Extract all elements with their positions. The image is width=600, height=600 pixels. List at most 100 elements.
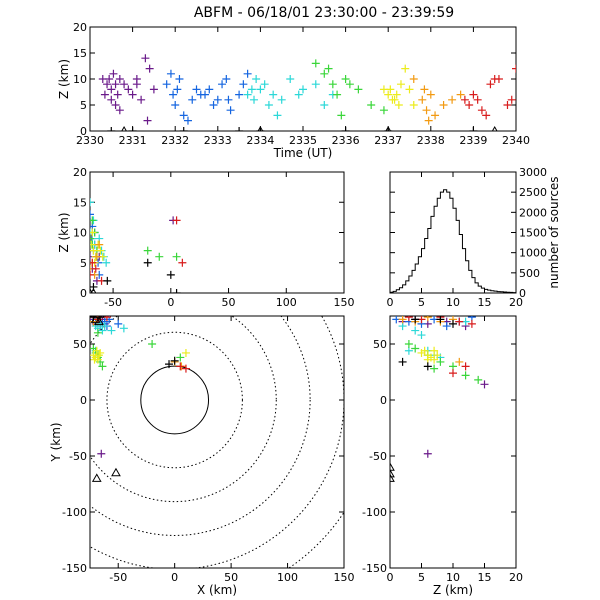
time-height-xtick-label: 2330	[76, 134, 104, 147]
height-y-source-mark	[442, 322, 451, 331]
time-height-ytick-label: 15	[73, 47, 87, 60]
time-height-source-mark	[299, 85, 307, 94]
height-y-source-mark	[420, 346, 429, 355]
histogram-bin	[447, 192, 450, 293]
plan-view-station-triangle	[91, 473, 102, 482]
x-height-marks	[90, 198, 187, 293]
height-y-source-mark	[404, 340, 413, 348]
plan-view-source-mark	[181, 364, 190, 373]
height-y-ytick-label: 0	[380, 394, 387, 407]
time-height-source-mark	[183, 116, 192, 125]
height-y-source-mark	[398, 316, 407, 324]
plan-view-source-mark	[98, 326, 107, 335]
height-y-source-mark	[423, 355, 432, 364]
time-height-source-mark	[384, 90, 393, 99]
time-height-source-mark	[269, 90, 278, 99]
time-height-source-mark	[426, 90, 435, 99]
x-height-y-axis-title: Z (km)	[57, 212, 71, 252]
x-height-xtick-label: 150	[334, 296, 355, 309]
time-height-frame	[89, 26, 517, 132]
x-height-source-mark	[90, 198, 94, 207]
height-y-xtick-label: 20	[509, 571, 523, 584]
x-height-ytick-label: 15	[73, 196, 87, 209]
height-y-source-mark	[398, 357, 407, 366]
height-histogram-ytick-label: 2000	[519, 206, 547, 219]
time-height-source-mark	[243, 90, 252, 99]
height-histogram-xtick-label: 10	[446, 296, 460, 309]
time-height-source-mark	[166, 69, 175, 78]
x-height-source-mark	[90, 270, 94, 279]
height-y-source-mark	[449, 319, 457, 328]
time-height-source-mark	[143, 116, 152, 125]
time-height-source-mark	[256, 85, 265, 94]
x-height-source-mark	[178, 258, 187, 267]
height-y-source-mark	[423, 362, 432, 371]
x-height-xtick-label: 100	[276, 296, 297, 309]
time-height-station-triangle	[385, 125, 392, 131]
plan-view-x-axis-title: X (km)	[197, 583, 237, 597]
time-height-source-mark	[141, 54, 150, 63]
time-height-source-mark	[311, 80, 320, 89]
time-height-source-mark	[115, 75, 124, 83]
time-height-source-mark	[273, 111, 282, 120]
time-height-source-mark	[345, 80, 354, 89]
height-y-ytick-label: -50	[369, 450, 387, 463]
time-height-source-mark	[422, 106, 431, 115]
height-y-source-mark	[436, 316, 445, 324]
time-height-xtick-label: 2337	[374, 134, 402, 147]
plan-view-source-mark	[102, 316, 111, 322]
height-y-ytick-label: 50	[373, 338, 387, 351]
height-y-source-mark	[461, 371, 470, 380]
time-height-source-mark	[337, 111, 346, 120]
time-height-source-mark	[482, 111, 491, 120]
height-histogram-ytick-label: 1500	[519, 227, 547, 240]
x-height-source-mark	[143, 258, 152, 267]
time-height-marks	[98, 54, 516, 131]
x-height-xtick-label: 0	[167, 296, 174, 309]
x-height-ytick-label: 20	[73, 166, 87, 179]
time-height-source-mark	[252, 75, 261, 83]
plan-view-ytick-label: -100	[62, 506, 87, 519]
x-height-source-mark	[90, 216, 97, 225]
time-height-source-mark	[218, 80, 227, 89]
height-histogram-ytick-label: 0	[519, 287, 526, 300]
time-height-source-mark	[494, 75, 503, 83]
time-height-xtick-label: 2332	[161, 134, 189, 147]
time-height-source-mark	[205, 85, 214, 94]
time-height-source-mark	[250, 95, 259, 104]
time-height-source-mark	[179, 127, 188, 131]
time-height-source-mark	[379, 106, 388, 115]
time-height-source-mark	[320, 101, 329, 109]
time-height-source-mark	[98, 75, 107, 83]
plan-view-source-mark	[170, 356, 179, 365]
x-height-source-mark	[92, 252, 101, 261]
plan-view-source-mark	[165, 360, 174, 369]
height-y-source-mark	[461, 362, 470, 371]
range-ring	[90, 316, 311, 536]
x-height-source-mark	[95, 240, 104, 249]
time-height-xtick-label: 2336	[332, 134, 360, 147]
plan-view-station-triangle	[94, 316, 104, 326]
plan-view-source-mark	[107, 326, 116, 335]
time-height-source-mark	[179, 111, 188, 120]
time-height-source-mark	[111, 101, 120, 109]
height-y-source-mark	[474, 375, 483, 384]
x-height-source-mark	[102, 258, 111, 267]
time-height-source-mark	[201, 90, 210, 99]
time-height-source-mark	[277, 95, 286, 104]
time-height-source-mark	[341, 127, 350, 131]
histogram-bin	[440, 192, 443, 293]
x-height-source-mark	[91, 264, 100, 273]
time-height-source-mark	[120, 80, 129, 89]
height-y-source-mark	[430, 346, 439, 355]
plan-view-source-mark	[90, 355, 99, 364]
time-height-source-mark	[507, 95, 516, 104]
time-height-xtick-label: 2340	[502, 134, 530, 147]
time-height-source-mark	[149, 85, 158, 94]
height-y-source-mark	[455, 357, 464, 366]
time-height-source-mark	[113, 90, 122, 99]
time-height-source-mark	[324, 64, 333, 73]
time-height-source-mark	[341, 75, 350, 83]
height-y-source-mark	[404, 346, 413, 355]
